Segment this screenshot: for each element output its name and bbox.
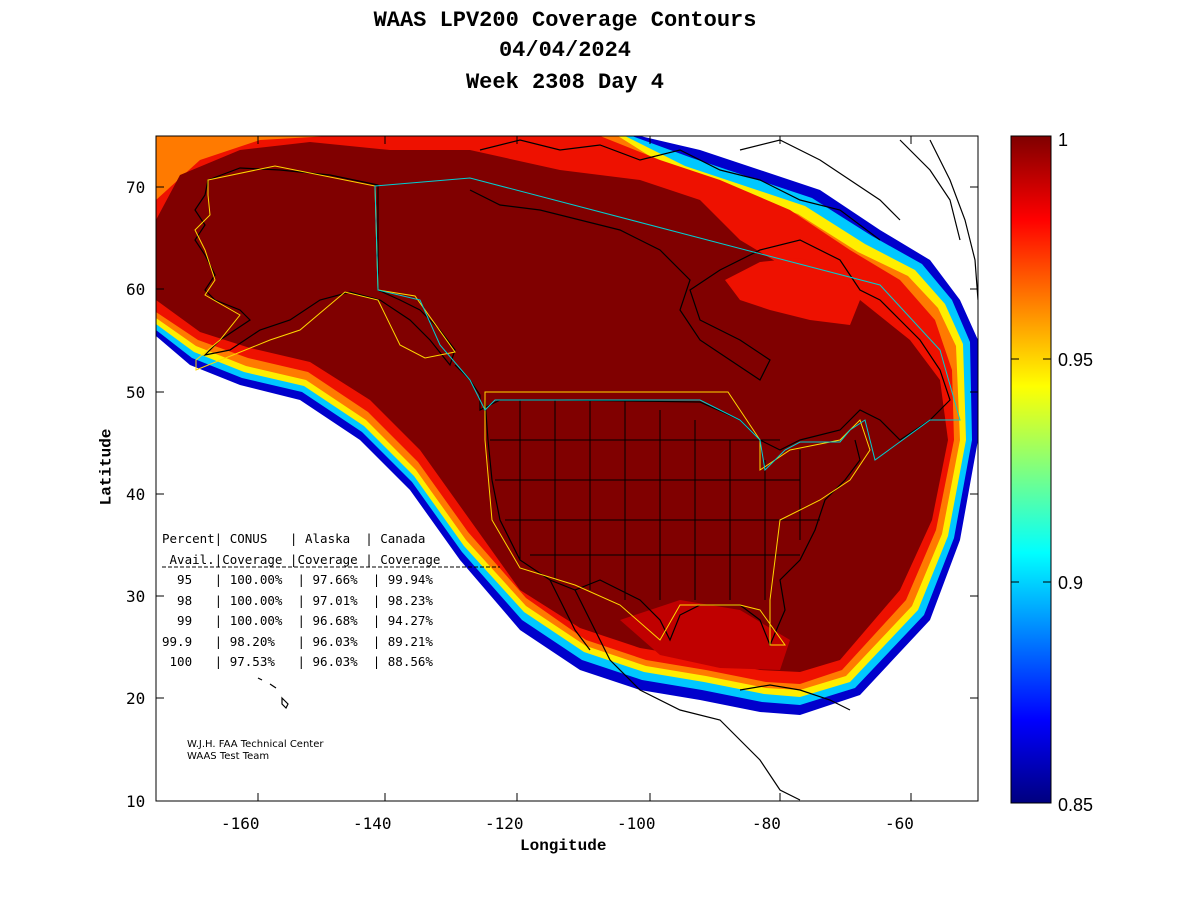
- state-lines: [490, 400, 820, 600]
- x-axis-label: Longitude: [520, 837, 607, 855]
- x-tick-label: -60: [885, 814, 914, 833]
- coastlines: [194, 139, 978, 801]
- arctic-islands: [479, 139, 961, 241]
- colorbar-ticks: [1011, 358, 1051, 583]
- canada-coast: [454, 189, 951, 451]
- coverage-stats-table: Percent| CONUS | Alaska | Canada Avail.|…: [162, 529, 440, 673]
- y-axis-label: Latitude: [97, 428, 116, 506]
- credit-line-1: W.J.H. FAA Technical Center: [187, 739, 324, 750]
- table-row: 99 | 100.00% | 96.68% | 94.27%: [162, 613, 433, 628]
- y-tick-label: 30: [126, 587, 146, 606]
- alaska-boundary: [194, 165, 456, 371]
- axis-ticks: [156, 136, 978, 801]
- cuba: [739, 684, 851, 711]
- table-row: 99.9 | 98.20% | 96.03% | 89.21%: [162, 633, 433, 649]
- title-line-2: 04/04/2024: [498, 38, 632, 63]
- colorbar-label-max: 1: [1058, 130, 1069, 150]
- baja: [549, 579, 591, 651]
- mexico-coast: [574, 589, 801, 801]
- table-row: 98 | 100.00% | 97.01% | 98.23%: [162, 592, 433, 608]
- table-row: 100 | 97.53% | 96.03% | 88.56%: [162, 654, 433, 669]
- colorbar-label: 0.95: [1058, 350, 1094, 370]
- y-tick-label: 20: [126, 689, 146, 708]
- table-row: 95 | 100.00% | 97.66% | 99.94%: [162, 572, 433, 587]
- hawaii: [257, 677, 289, 710]
- x-tick-label: -80: [752, 814, 781, 833]
- y-tick-label: 40: [126, 485, 146, 504]
- y-tick-label: 70: [126, 178, 146, 197]
- x-tick-label: -160: [221, 814, 260, 833]
- colorbar: [1010, 135, 1052, 804]
- x-tick-label: -120: [485, 814, 524, 833]
- y-tick-label: 10: [126, 792, 146, 811]
- colorbar-label: 0.9: [1058, 573, 1084, 593]
- x-tick-label: -100: [617, 814, 656, 833]
- y-tick-label: 50: [126, 383, 146, 402]
- x-tick-label: -140: [353, 814, 392, 833]
- colorbar-label-min: 0.85: [1058, 795, 1094, 815]
- title-line-3: Week 2308 Day 4: [465, 70, 665, 95]
- title-line-1: WAAS LPV200 Coverage Contours: [373, 8, 757, 33]
- coverage-band-gulf: [620, 600, 790, 670]
- table-header: Percent| CONUS | Alaska | Canada: [162, 531, 426, 546]
- greenland: [929, 139, 978, 301]
- alaska-coast: [194, 167, 456, 367]
- credit-line-2: WAAS Test Team: [187, 751, 270, 762]
- table-header: Avail.|Coverage |Coverage | Coverage: [162, 551, 441, 567]
- coverage-band-hudson: [725, 258, 860, 325]
- region-boundaries: [194, 165, 961, 646]
- plot-frame: [155, 135, 979, 802]
- y-tick-label: 60: [126, 280, 146, 299]
- canada-boundary: [374, 177, 961, 472]
- conus-boundary: [484, 391, 871, 646]
